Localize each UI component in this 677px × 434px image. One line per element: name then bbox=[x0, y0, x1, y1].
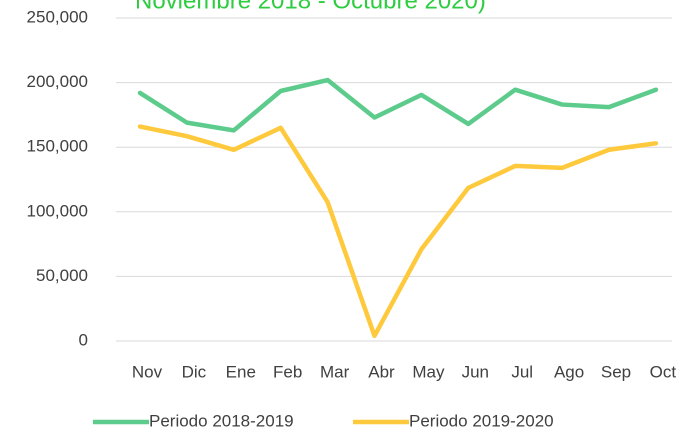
x-tick-label: Sep bbox=[601, 362, 631, 381]
chart-title: Noviembre 2018 - Octubre 2020) bbox=[135, 0, 486, 14]
y-tick-label: 250,000 bbox=[27, 7, 88, 26]
x-tick-label: Jul bbox=[511, 362, 533, 381]
x-tick-label: Feb bbox=[273, 362, 302, 381]
y-tick-label: 0 bbox=[79, 330, 88, 349]
y-tick-label: 50,000 bbox=[36, 266, 88, 285]
series-line bbox=[137, 124, 659, 339]
y-tick-label: 150,000 bbox=[27, 137, 88, 156]
series-line bbox=[137, 77, 659, 133]
y-tick-label: 100,000 bbox=[27, 201, 88, 220]
x-tick-label: May bbox=[412, 362, 445, 381]
x-tick-label: Ago bbox=[554, 362, 584, 381]
x-tick-label: Abr bbox=[368, 362, 395, 381]
legend-label: Periodo 2019-2020 bbox=[409, 411, 554, 430]
x-tick-label: Jun bbox=[462, 362, 489, 381]
x-tick-label: Dic bbox=[182, 362, 207, 381]
x-tick-label: Mar bbox=[320, 362, 350, 381]
legend-label: Periodo 2018-2019 bbox=[149, 411, 294, 430]
x-tick-label: Nov bbox=[132, 362, 163, 381]
x-tick-label: Oct bbox=[650, 362, 677, 381]
x-tick-label: Ene bbox=[226, 362, 256, 381]
y-tick-label: 200,000 bbox=[27, 72, 88, 91]
